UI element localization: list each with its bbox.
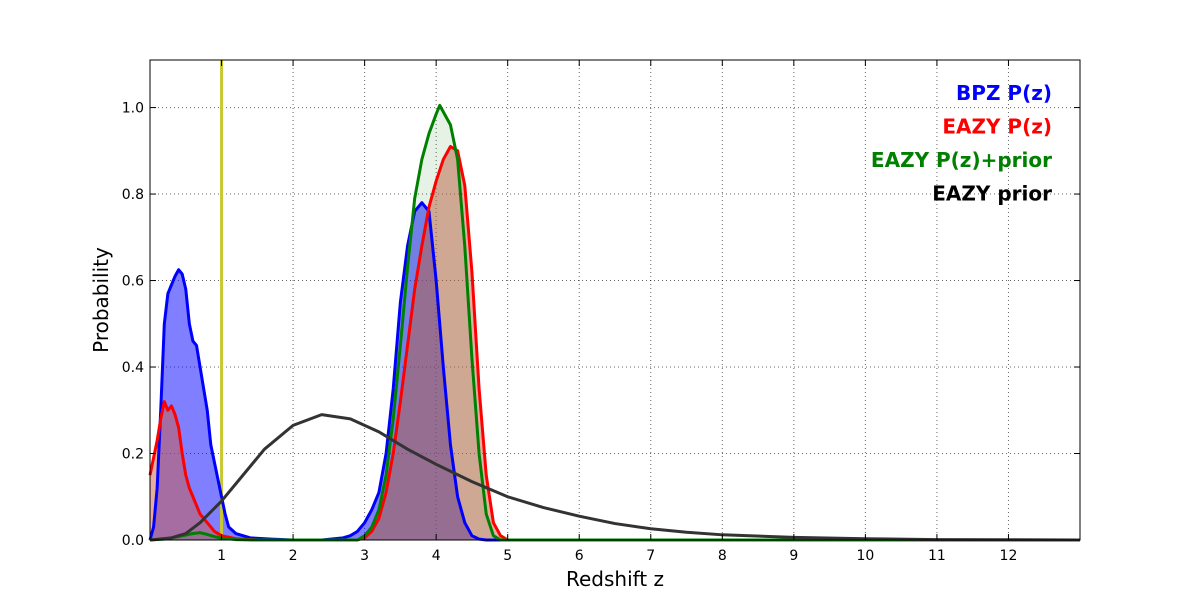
series-line-2 <box>149 103 1080 542</box>
x-axis-title: Redshift z <box>566 567 664 591</box>
x-tick-label: 9 <box>789 548 798 564</box>
y-tick-label: 0.2 <box>122 447 144 463</box>
series-fill-0 <box>150 202 1080 540</box>
legend-entry-1: EAZY P(z) <box>942 115 1052 139</box>
x-tick-label: 1 <box>217 548 226 564</box>
y-tick-label: 0.0 <box>122 533 144 549</box>
x-tick-label: 4 <box>432 548 441 564</box>
series-line-1 <box>148 144 1080 542</box>
axes: 1 2 3 4 5 6 7 8 9 10 11 120.00.20.40.60.81.0Redshif… <box>89 59 1081 591</box>
legend: BPZ P(z) EAZY P(z) EAZY P(z)+prior EAZY pri… <box>871 81 1052 206</box>
x-tick-label: 6 <box>575 548 584 564</box>
x-tick-label: 5 <box>503 548 512 564</box>
x-tick-label: 8 <box>718 548 727 564</box>
series-line-0 <box>148 201 1080 542</box>
x-tick-label: 2 <box>289 548 298 564</box>
series-fill-1 <box>150 146 1080 540</box>
legend-entry-0: BPZ P(z) <box>956 81 1052 105</box>
x-tick-label: 7 <box>646 548 655 564</box>
x-tick-label: 11 <box>928 548 946 564</box>
y-tick-label: 0.6 <box>122 274 144 290</box>
legend-entry-2: EAZY P(z)+prior <box>871 148 1052 172</box>
x-tick-label: 10 <box>856 548 874 564</box>
series-line-3 <box>149 413 1081 542</box>
x-tick-label: 12 <box>1000 548 1018 564</box>
y-tick-label: 0.4 <box>122 360 144 376</box>
plot-frame <box>149 59 1081 541</box>
y-tick-label: 1.0 <box>122 101 144 117</box>
y-axis-title: Probability <box>89 247 113 353</box>
x-tick-label: 3 <box>360 548 369 564</box>
plot-area <box>148 60 1081 542</box>
legend-entry-3: EAZY prior <box>932 182 1052 206</box>
y-tick-label: 0.8 <box>122 187 144 203</box>
